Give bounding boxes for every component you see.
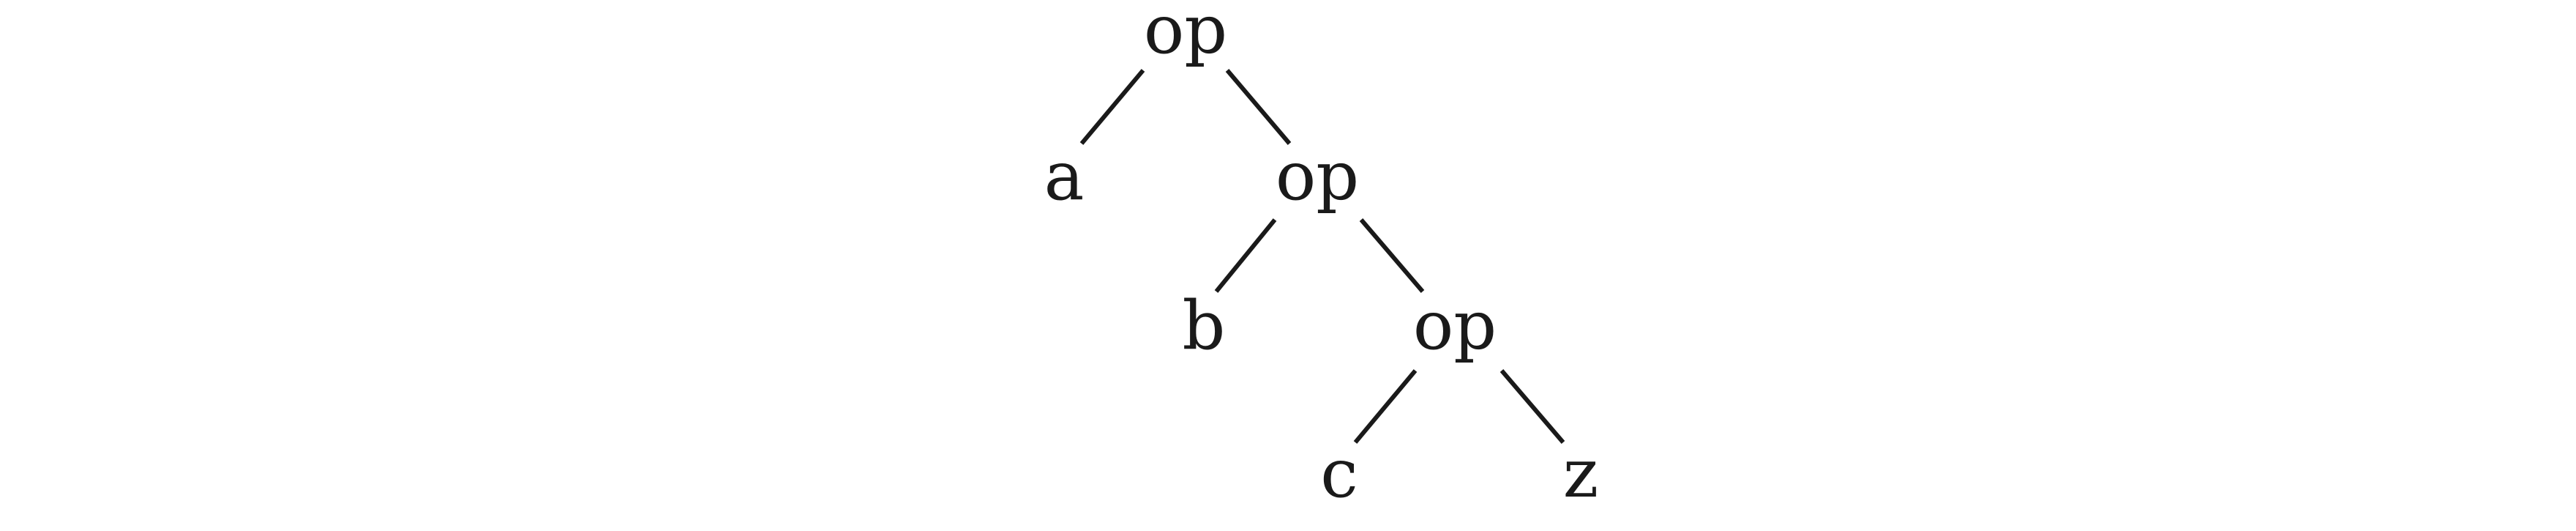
node-b: b — [1183, 286, 1226, 365]
node-root-op: op — [1144, 0, 1227, 69]
node-op-2: op — [1276, 137, 1359, 215]
edge-op2-to-b — [1214, 218, 1277, 293]
edge-root-to-a — [1079, 69, 1145, 145]
edge-root-to-op2 — [1225, 69, 1292, 145]
node-op-3: op — [1413, 286, 1497, 365]
node-z: z — [1563, 434, 1598, 513]
edge-op3-to-z — [1499, 369, 1565, 444]
edge-op2-to-op3 — [1359, 218, 1425, 293]
node-c: c — [1320, 434, 1358, 513]
edge-op3-to-c — [1353, 369, 1418, 444]
node-a: a — [1044, 137, 1085, 215]
